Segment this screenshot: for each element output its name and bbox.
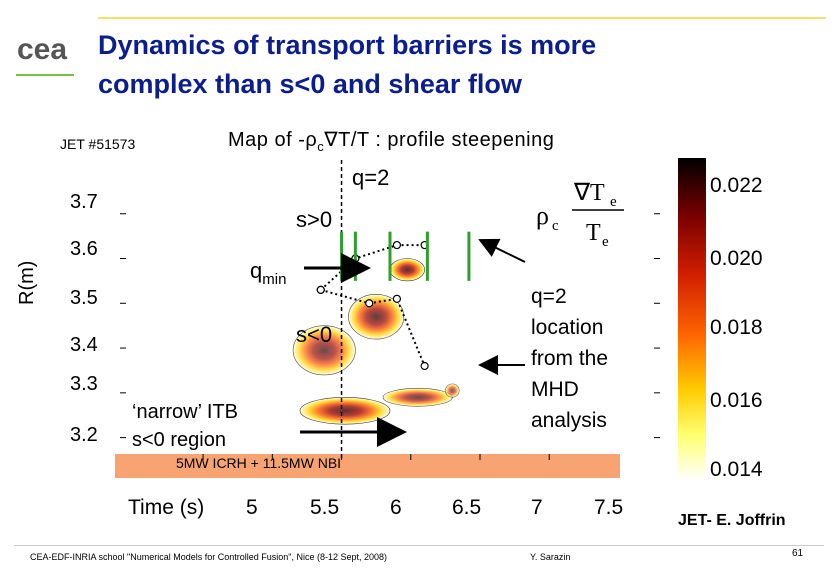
svg-text:c: c: [552, 218, 559, 234]
header-rule: [98, 17, 826, 19]
colorbar-tick-label: 0.018: [710, 316, 763, 339]
chart-title: Map of -ρc∇T/T : profile steepening: [228, 129, 555, 154]
heating-label: 5MW ICRH + 11.5MW NBI: [176, 455, 342, 471]
svg-text:cea: cea: [17, 33, 67, 66]
y-tick-label: 3.4: [70, 334, 98, 356]
colorbar-tick-label: 0.014: [710, 458, 763, 481]
svg-text:ρ: ρ: [536, 201, 549, 230]
title-line-1: Dynamics of transport barriers is more: [98, 30, 597, 60]
y-tick-label: 3.6: [70, 238, 98, 260]
q2-location-annotation: q=2 location from the MHD analysis: [531, 285, 609, 432]
qmin-label: qmin: [250, 258, 286, 288]
colorbar: [678, 158, 706, 480]
x-tick-label: 6.5: [452, 496, 482, 519]
svg-text:∇T: ∇T: [573, 180, 605, 206]
trace-point: [392, 240, 402, 250]
credit: JET- E. Joffrin: [678, 512, 786, 529]
narrow-itb-annotation: ‘narrow’ ITB s<0 region: [132, 401, 238, 451]
x-tick-label: 7: [531, 496, 543, 519]
x-tick-label: 7.5: [594, 496, 624, 519]
colorbar-tick-label: 0.016: [710, 389, 763, 412]
heatmap-region: [445, 383, 460, 398]
trace-point: [316, 285, 325, 294]
logo-underline: [16, 74, 74, 76]
heatmap-region: [348, 294, 405, 340]
y-tick-label: 3.7: [70, 191, 98, 213]
heatmap-region: [382, 388, 453, 407]
y-tick-label: 3.3: [70, 373, 98, 395]
heatmap-region: [389, 258, 425, 282]
heatmap-region: [292, 325, 356, 376]
svg-text:e: e: [602, 234, 609, 250]
trace-point: [365, 299, 374, 308]
s-negative-label: s<0: [296, 322, 332, 347]
heatmap-region: [299, 397, 391, 425]
svg-text:e: e: [610, 194, 617, 210]
svg-text:T: T: [586, 220, 601, 246]
x-axis-label: Time (s): [128, 496, 205, 519]
title-line-2: complex than s<0 and shear flow: [98, 69, 522, 99]
page-number: 61: [792, 548, 804, 559]
y-tick-label: 3.2: [70, 424, 98, 446]
y-tick-label: 3.5: [70, 287, 98, 309]
footer-rule: [14, 545, 824, 546]
x-tick-label: 6: [390, 496, 402, 519]
trace-point: [392, 294, 402, 303]
page-title: Dynamics of transport barriers is more c…: [98, 26, 798, 104]
footer-event: CEA-EDF-INRIA school "Numerical Models f…: [30, 552, 388, 562]
s-positive-label: s>0: [296, 207, 332, 232]
x-tick-label: 5.5: [310, 496, 340, 519]
run-label: JET #51573: [60, 136, 136, 152]
cea-logo: cea: [17, 33, 67, 66]
x-tick-label: 5: [246, 496, 258, 519]
footer-author: Y. Sarazin: [530, 552, 571, 562]
formula: ρ c ∇T e T e: [536, 180, 624, 250]
colorbar-tick-label: 0.020: [710, 247, 763, 270]
trace-point: [420, 361, 429, 371]
colorbar-tick-label: 0.022: [710, 174, 763, 197]
q2-trace: [320, 288, 426, 367]
q2-label: q=2: [352, 165, 389, 190]
heating-bar: [115, 454, 620, 478]
